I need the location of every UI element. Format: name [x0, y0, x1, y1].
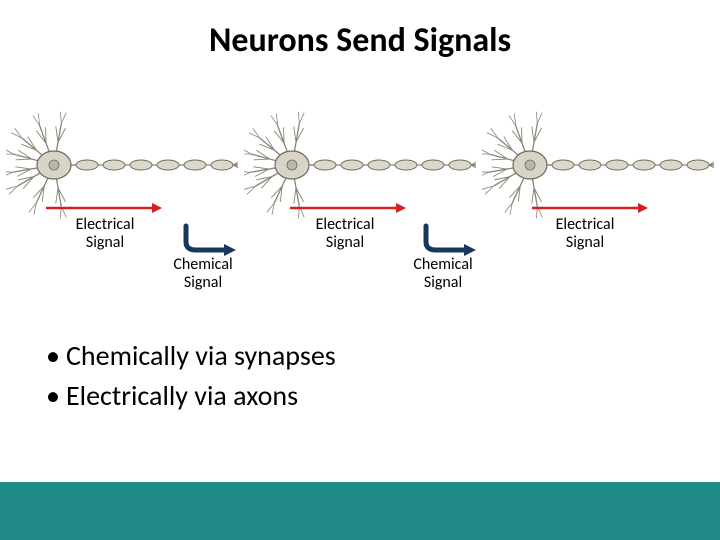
slide: Neurons Send Signals Chemically via syna…	[0, 0, 720, 540]
list-item: Chemically via synapses	[40, 336, 336, 376]
electrical-signal-label: ElectricalSignal	[60, 216, 150, 251]
chemical-signal-label: ChemicalSignal	[158, 256, 248, 291]
chemical-signal-label: ChemicalSignal	[398, 256, 488, 291]
page-title: Neurons Send Signals	[0, 20, 720, 61]
electrical-signal-label: ElectricalSignal	[540, 216, 630, 251]
footer-bar	[0, 482, 720, 540]
bullet-list: Chemically via synapsesElectrically via …	[40, 336, 336, 416]
list-item: Electrically via axons	[40, 376, 336, 416]
title-text: Neurons Send Signals	[209, 20, 511, 61]
electrical-signal-label: ElectricalSignal	[300, 216, 390, 251]
